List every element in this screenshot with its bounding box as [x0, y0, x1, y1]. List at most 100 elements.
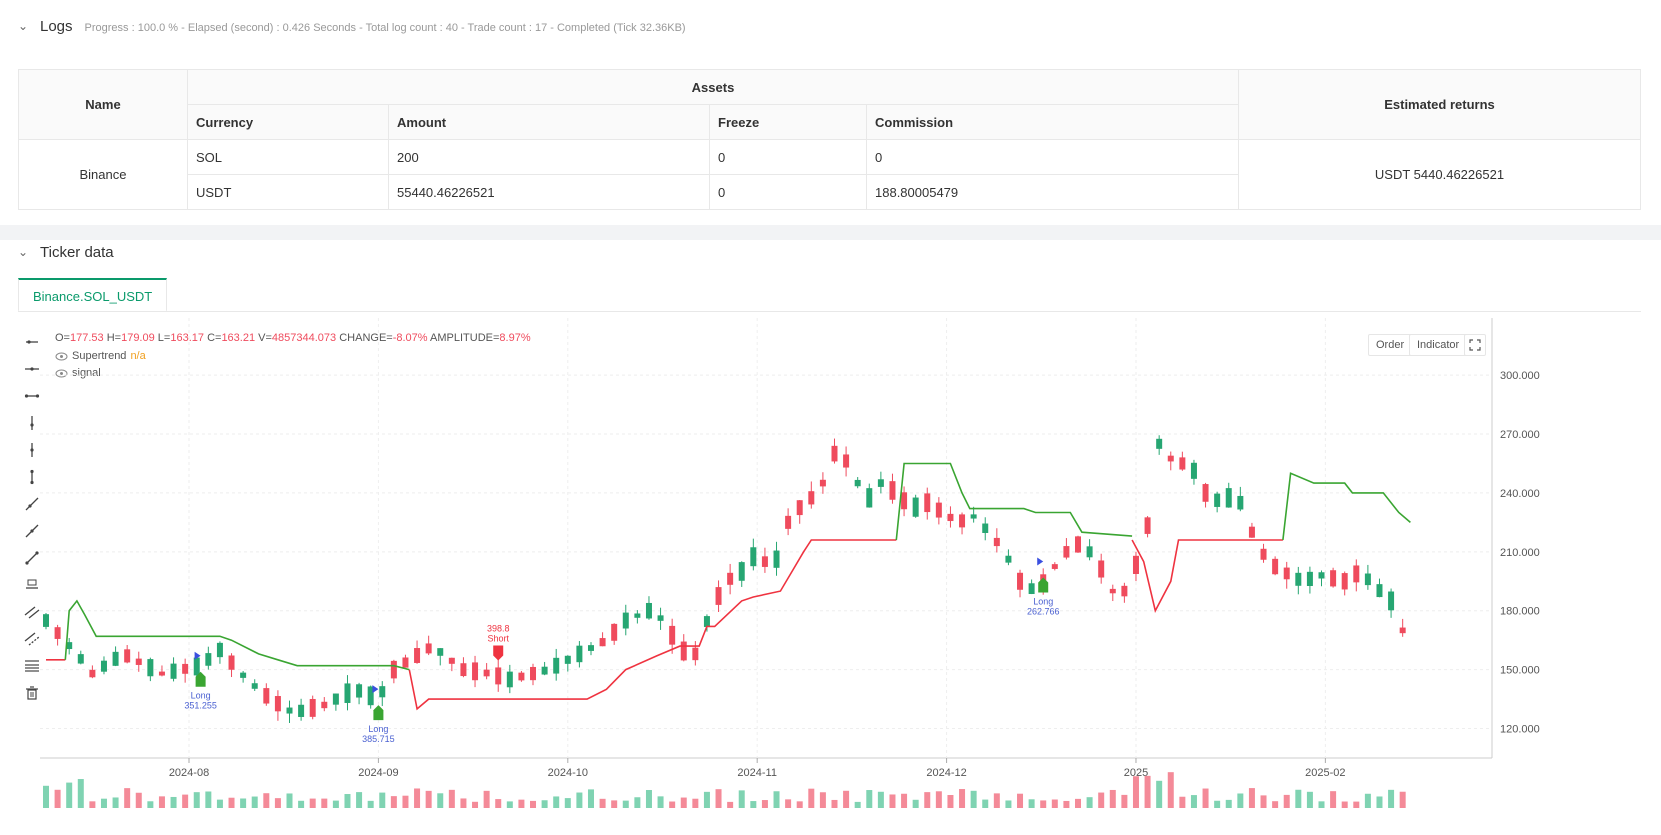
volume-bar	[1156, 780, 1163, 808]
ticker-header[interactable]: ⌄ Ticker data	[18, 244, 114, 261]
volume-bar	[367, 800, 374, 808]
high-value: 179.09	[121, 332, 155, 344]
volume-value: 4857344.073	[271, 332, 337, 344]
logs-title: Logs	[40, 18, 73, 35]
candle-body	[831, 445, 838, 462]
volume-bar	[970, 790, 977, 808]
trash-icon[interactable]	[20, 679, 44, 706]
candle-body	[541, 666, 548, 675]
candle-body	[390, 660, 397, 679]
trend-segment-icon[interactable]	[20, 544, 44, 571]
volume-bar	[727, 801, 734, 808]
x-tick-label: 2024-10	[548, 767, 588, 779]
candle-body	[66, 642, 73, 650]
candle-body	[1318, 572, 1325, 579]
candle-body	[1051, 564, 1058, 569]
candle-body	[1214, 493, 1221, 507]
volume-bar	[924, 792, 931, 808]
candle-body	[1202, 484, 1209, 502]
assets-table: Name Assets Estimated returns Currency A…	[18, 69, 1641, 210]
eye-icon[interactable]	[55, 352, 68, 361]
vertical-segment-icon[interactable]	[20, 463, 44, 490]
volume-bar	[785, 799, 792, 808]
candle-body	[1306, 571, 1313, 586]
volume-bar	[935, 791, 942, 808]
supertrend-down-line	[1282, 472, 1411, 541]
candle-body	[1388, 591, 1395, 611]
candle-body	[321, 701, 328, 709]
candle-body	[785, 515, 792, 529]
fullscreen-button[interactable]	[1464, 334, 1486, 356]
volume-bar	[414, 788, 421, 808]
volume-bar	[1260, 795, 1267, 808]
horizontal-line-icon[interactable]	[20, 355, 44, 382]
candle-body	[1005, 555, 1012, 563]
volume-bar	[877, 791, 884, 808]
candle-body	[112, 651, 119, 666]
volume-bar	[1248, 788, 1255, 808]
signal-price: 385.715	[362, 734, 395, 744]
signal-price: 351.255	[184, 701, 217, 711]
col-currency-header: Currency	[187, 104, 389, 140]
volume-bar	[77, 779, 84, 808]
candle-body	[912, 497, 919, 517]
fibonacci-icon[interactable]	[20, 652, 44, 679]
candle-body	[448, 657, 455, 664]
candle-body	[506, 671, 513, 688]
tab-sol-usdt[interactable]: Binance.SOL_USDT	[18, 278, 168, 312]
volume-bar	[1364, 793, 1371, 808]
candle-body	[309, 698, 316, 717]
ticker-title: Ticker data	[40, 244, 114, 261]
supertrend-up-line	[408, 539, 897, 711]
candle-body	[240, 672, 247, 678]
close-value: 163.21	[221, 332, 256, 344]
volume-bar	[738, 790, 745, 808]
long-signal-marker	[373, 705, 384, 721]
price-channel-icon[interactable]	[20, 625, 44, 652]
volume-bar	[1017, 793, 1024, 808]
trend-line-icon[interactable]	[20, 517, 44, 544]
signal-label: Long	[368, 724, 388, 734]
eye-icon[interactable]	[55, 369, 68, 378]
candle-body	[657, 615, 664, 621]
candle-body	[1364, 573, 1371, 586]
parallel-line-icon[interactable]	[20, 598, 44, 625]
volume-bar	[1179, 796, 1186, 808]
candle-body	[634, 613, 641, 618]
vertical-ray-icon[interactable]	[20, 409, 44, 436]
chevron-down-icon[interactable]: ⌄	[18, 19, 29, 33]
candle-body	[1376, 584, 1383, 598]
volume-bar	[959, 789, 966, 808]
horizontal-ray-icon[interactable]	[20, 328, 44, 355]
volume-bar	[158, 796, 165, 808]
volume-bar	[854, 801, 861, 808]
trend-ray-icon[interactable]	[20, 490, 44, 517]
candle-body	[1063, 546, 1070, 558]
volume-bar	[472, 801, 479, 808]
candle-body	[564, 655, 571, 664]
chevron-down-icon[interactable]: ⌄	[18, 245, 29, 259]
volume-bar	[1318, 801, 1325, 808]
indicator-supertrend[interactable]: Supertrend n/a	[55, 350, 146, 362]
logs-header[interactable]: ⌄ Logs Progress : 100.0 % - Elapsed (sec…	[18, 18, 686, 35]
exchange-cell: Binance	[18, 139, 188, 210]
indicator-signal[interactable]: signal	[55, 367, 101, 379]
candle-body	[843, 454, 850, 468]
commission-cell: 188.80005479	[866, 174, 1239, 210]
low-value: 163.17	[170, 332, 204, 344]
vertical-line-icon[interactable]	[20, 436, 44, 463]
candle-body	[819, 479, 826, 487]
candle-body	[495, 667, 502, 685]
entry-arrow	[194, 651, 201, 660]
candle-body	[576, 645, 583, 663]
price-label-icon[interactable]	[20, 571, 44, 598]
horizontal-segment-icon[interactable]	[20, 382, 44, 409]
candle-body	[332, 693, 339, 705]
logs-panel: ⌄ Logs Progress : 100.0 % - Elapsed (sec…	[0, 0, 1661, 225]
indicator-name: signal	[72, 367, 101, 379]
candle-body	[344, 683, 351, 703]
candle-body	[216, 642, 223, 658]
indicator-button[interactable]: Indicator	[1409, 334, 1468, 356]
